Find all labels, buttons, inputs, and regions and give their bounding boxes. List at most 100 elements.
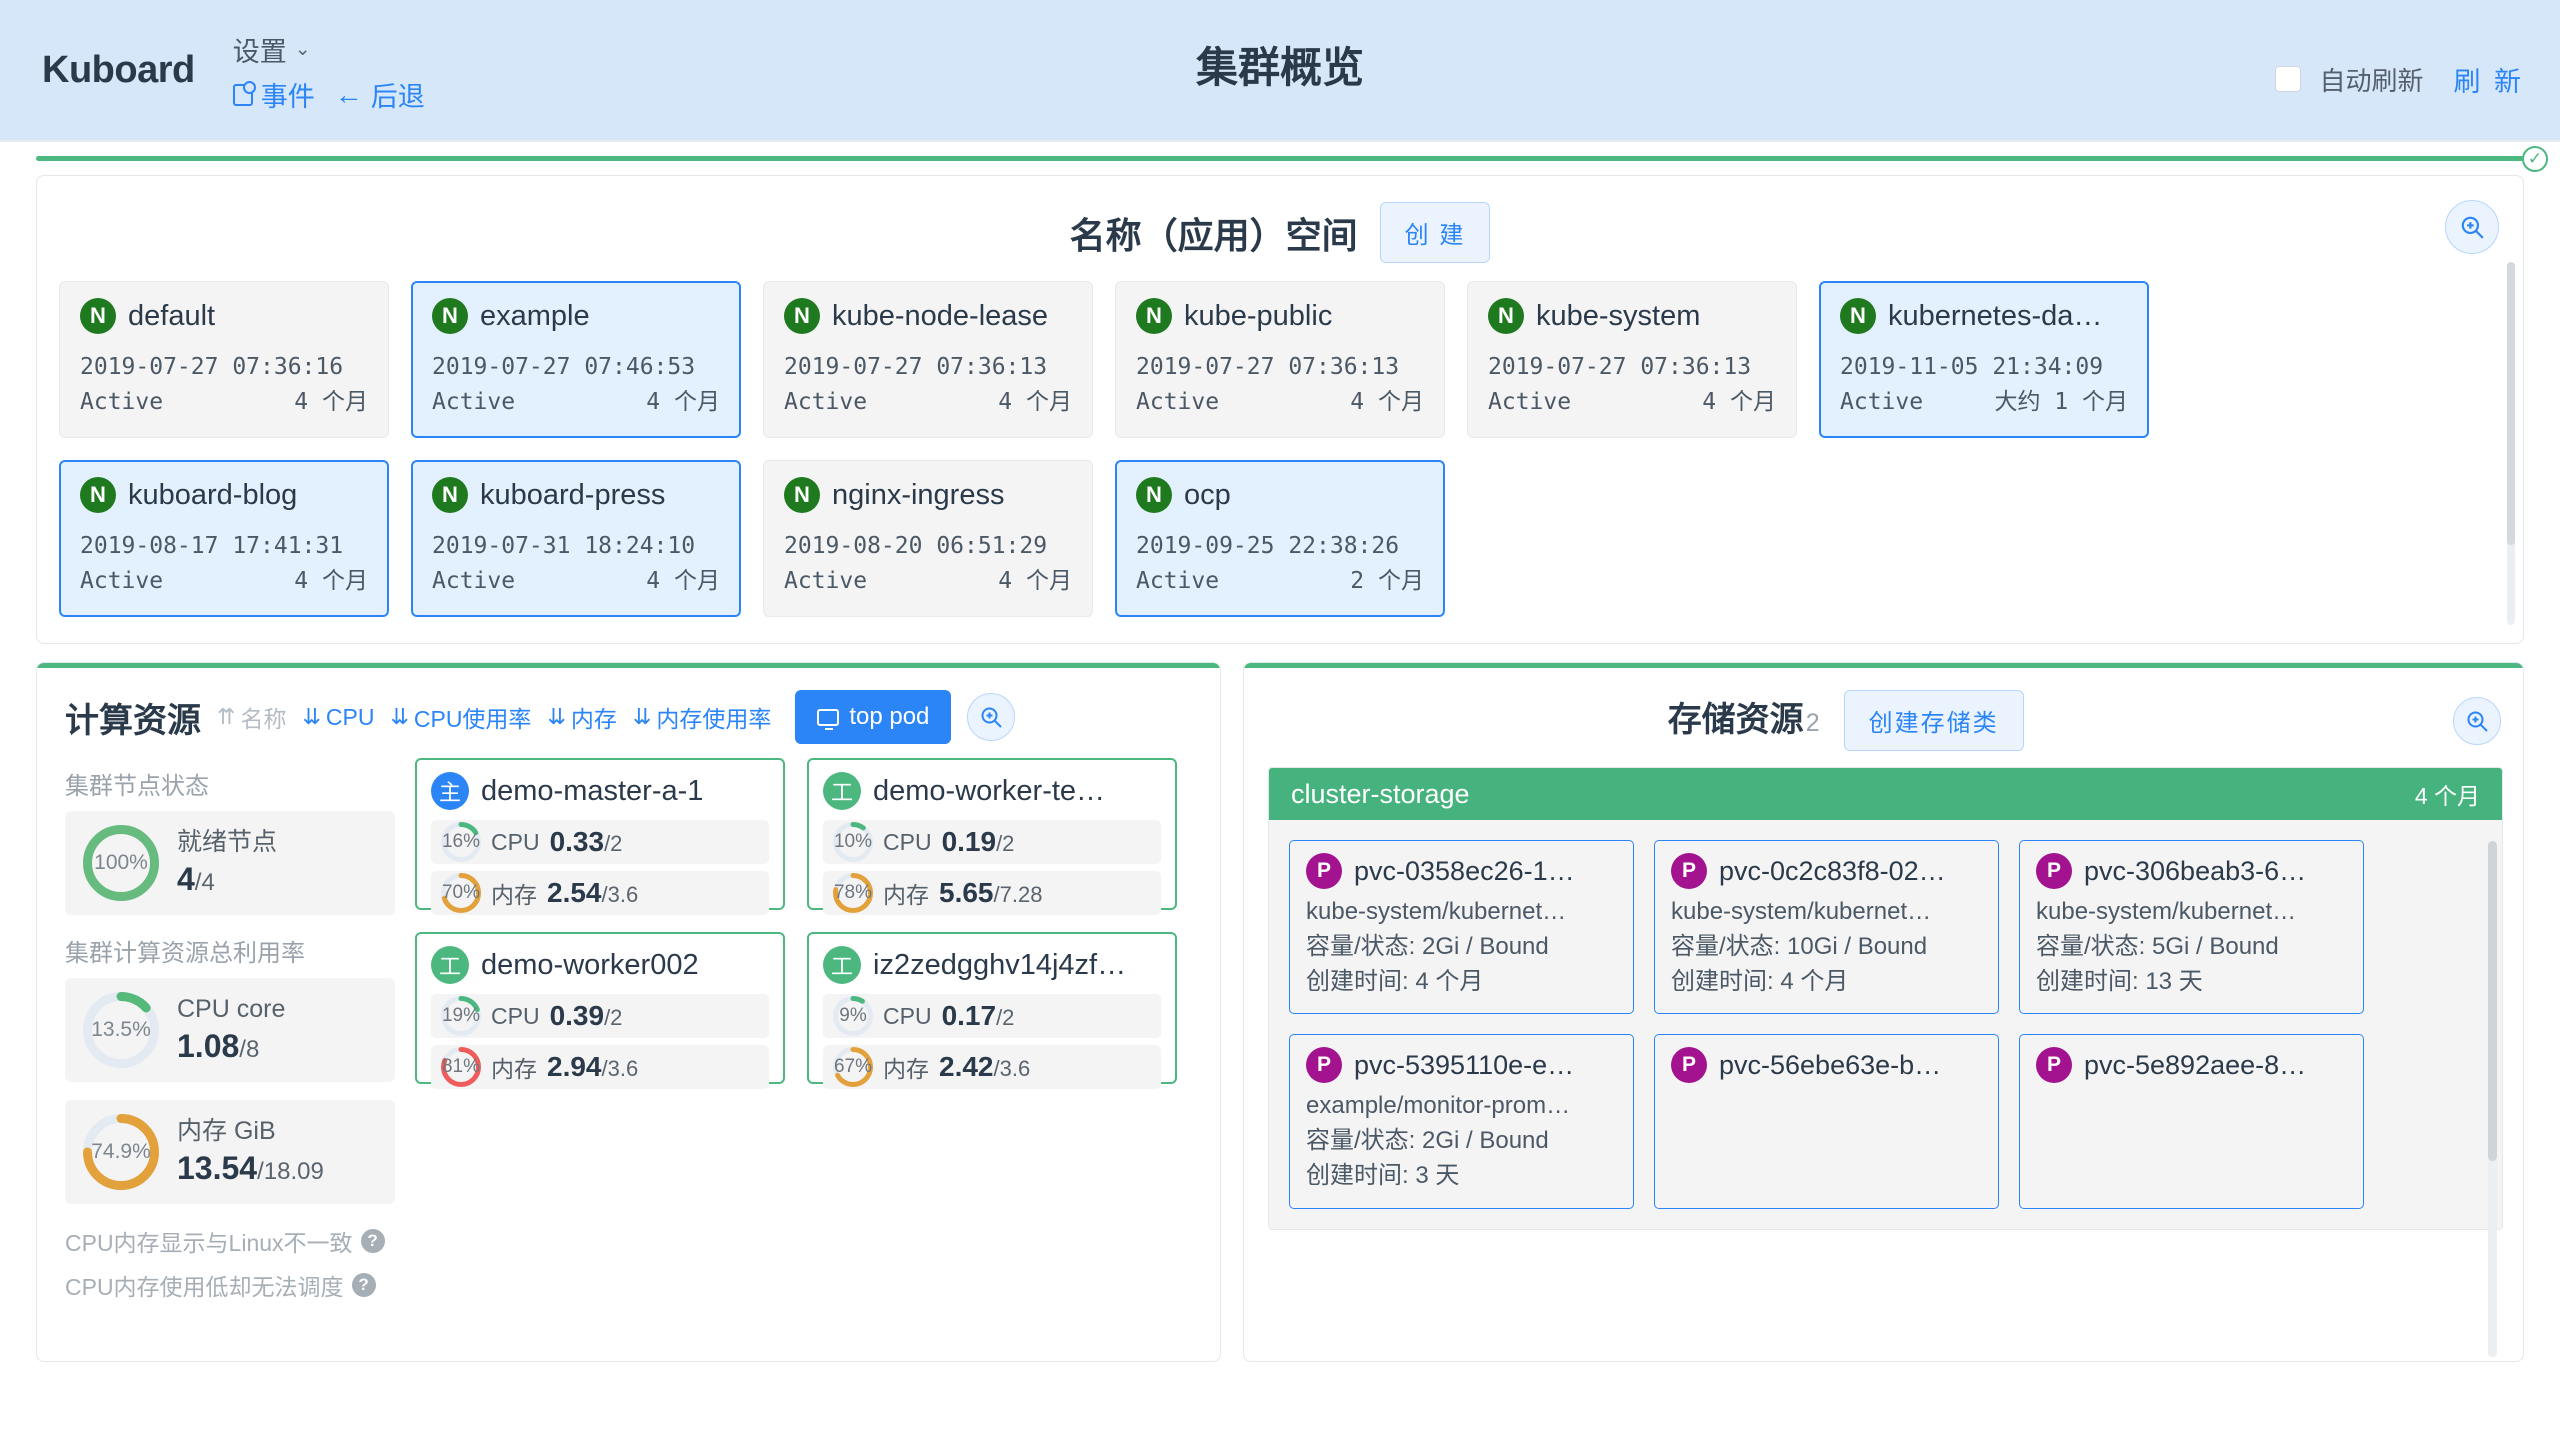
namespace-created: 2019-08-17 17:41:31 (80, 533, 344, 559)
storage-scrollbar[interactable] (2488, 841, 2497, 1357)
namespace-card[interactable]: N default 2019-07-27 07:36:16 Active 4 个… (59, 281, 389, 438)
namespace-card[interactable]: N nginx-ingress 2019-08-20 06:51:29 Acti… (763, 460, 1093, 617)
create-namespace-button[interactable]: 创 建 (1379, 202, 1491, 263)
storage-class-name: cluster-storage (1291, 778, 1470, 809)
storage-title: 存储资源 (1667, 701, 1804, 739)
storage-count: 2 (1805, 709, 1820, 737)
node-card[interactable]: 工 iz2zedgghv14j4zf… 9% CPU 0.17/2 67% 内存… (807, 932, 1177, 1089)
compute-zoom-button[interactable] (967, 693, 1016, 741)
pvc-card[interactable]: P pvc-0c2c83f8-02… kube-system/kubernet…… (1654, 840, 1999, 1015)
sort-label: CPU使用率 (413, 706, 532, 732)
help-icon[interactable]: ? (360, 1229, 385, 1253)
node-cpu-label: CPU (491, 1002, 540, 1029)
utilization-percent: 74.9% (91, 1140, 151, 1163)
sort-option[interactable]: ⇈ 名称 (217, 700, 286, 734)
pvc-badge-icon: P (2036, 853, 2072, 889)
sort-label: 内存 (570, 706, 617, 732)
node-cpu-value: 0.33/2 (549, 826, 623, 857)
events-link[interactable]: 事件 (232, 75, 315, 114)
node-memory-percent: 70% (441, 882, 481, 903)
namespace-scrollbar[interactable] (2507, 262, 2515, 625)
namespace-status: Active (1840, 388, 1924, 415)
namespace-created: 2019-07-27 07:46:53 (432, 354, 696, 380)
namespace-name: default (128, 299, 216, 332)
create-storage-class-button[interactable]: 创建存储类 (1843, 690, 2024, 751)
refresh-button[interactable]: 刷 新 (2453, 66, 2524, 97)
compute-note: CPU内存显示与Linux不一致 ? (65, 1224, 395, 1258)
sort-option[interactable]: ⇊ 内存 (547, 700, 616, 734)
node-memory-metric: 70% 内存 2.54/3.6 (431, 871, 769, 915)
node-cpu-value: 0.17/2 (941, 1000, 1015, 1031)
namespace-badge-icon: N (1136, 477, 1172, 513)
namespace-age: 4 个月 (1702, 388, 1776, 415)
namespace-card[interactable]: N kubernetes-da… 2019-11-05 21:34:09 Act… (1819, 281, 2149, 438)
namespace-card[interactable]: N kuboard-press 2019-07-31 18:24:10 Acti… (411, 460, 741, 617)
namespace-age: 4 个月 (998, 388, 1072, 415)
utilization-total: /18.09 (257, 1157, 324, 1185)
namespace-card[interactable]: N kuboard-blog 2019-08-17 17:41:31 Activ… (59, 460, 389, 617)
namespace-card[interactable]: N example 2019-07-27 07:46:53 Active 4 个… (411, 281, 741, 438)
namespace-card[interactable]: N kube-public 2019-07-27 07:36:13 Active… (1115, 281, 1445, 438)
compute-sort-options: ⇈ 名称 ⇊ CPU ⇊ CPU使用率 ⇊ 内存 ⇊ 内存使用率 (217, 700, 771, 734)
magnifier-plus-icon (2461, 216, 2484, 239)
namespace-age: 4 个月 (646, 388, 720, 415)
pvc-card[interactable]: P pvc-56ebe63e-b… (1654, 1034, 1999, 1209)
pvc-card[interactable]: P pvc-0358ec26-1… kube-system/kubernet… … (1289, 840, 1634, 1015)
node-card[interactable]: 工 demo-worker-te… 10% CPU 0.19/2 78% 内存 … (807, 758, 1177, 915)
pvc-claim: kube-system/kubernet… (2036, 898, 2297, 925)
namespace-name: example (480, 299, 590, 332)
namespace-card[interactable]: N ocp 2019-09-25 22:38:26 Active 2 个月 (1115, 460, 1445, 617)
namespace-card[interactable]: N kube-system 2019-07-27 07:36:13 Active… (1467, 281, 1797, 438)
ready-nodes-card: 100% 就绪节点 4/4 (65, 811, 395, 915)
utilization-gauge-card: 74.9% 内存 GiB 13.54/18.09 (65, 1100, 395, 1204)
storage-class-bar[interactable]: cluster-storage 4 个月 (1269, 768, 2502, 820)
auto-refresh-toggle[interactable]: 自动刷新 (2275, 61, 2423, 98)
chevron-down-icon: ⌄ (294, 39, 311, 60)
storage-class-scroll-area: cluster-storage 4 个月 P pvc-0358ec26-1… k… (1268, 767, 2503, 1361)
settings-menu[interactable]: 设置 ⌄ (233, 30, 425, 69)
node-cpu-total: /2 (996, 1005, 1015, 1030)
node-card[interactable]: 工 demo-worker002 19% CPU 0.39/2 81% 内存 2… (415, 932, 785, 1089)
namespace-zoom-button[interactable] (2445, 200, 2499, 254)
utilization-gauge: 74.9% (83, 1114, 159, 1190)
help-icon[interactable]: ? (351, 1273, 376, 1297)
namespace-badge-icon: N (784, 298, 820, 334)
node-cpu-percent: 9% (839, 1005, 867, 1026)
pvc-card[interactable]: P pvc-5395110e-e… example/monitor-prom… … (1289, 1034, 1634, 1209)
namespace-status: Active (1136, 388, 1220, 415)
sort-label: 名称 (240, 706, 287, 732)
ready-nodes-gauge: 100% (83, 825, 159, 901)
namespace-grid: N default 2019-07-27 07:36:16 Active 4 个… (59, 281, 2501, 617)
namespace-name: nginx-ingress (832, 478, 1005, 511)
back-link[interactable]: ← 后退 (335, 75, 425, 114)
sort-arrow-icon: ⇊ (632, 704, 652, 729)
utilization-label-text: CPU core (177, 995, 286, 1024)
sort-arrow-icon: ⇈ (217, 704, 236, 729)
node-memory-metric: 81% 内存 2.94/3.6 (431, 1045, 769, 1089)
namespace-card[interactable]: N kube-node-lease 2019-07-27 07:36:13 Ac… (763, 281, 1093, 438)
namespace-panel: 名称（应用）空间 创 建 N default 2019-07-27 07:36:… (36, 175, 2524, 644)
top-pod-button[interactable]: top pod (795, 690, 952, 744)
node-role-icon: 工 (823, 772, 861, 810)
node-card[interactable]: 主 demo-master-a-1 16% CPU 0.33/2 70% 内存 … (415, 758, 785, 915)
pvc-capacity: 容量/状态: 2Gi / Bound (1306, 1127, 1549, 1155)
namespace-status: Active (432, 567, 516, 594)
pvc-card[interactable]: P pvc-306beab3-6… kube-system/kubernet… … (2019, 840, 2364, 1015)
sort-option[interactable]: ⇊ CPU (302, 704, 374, 731)
sort-label: CPU (325, 703, 375, 730)
namespace-name: ocp (1184, 478, 1231, 511)
namespace-status: Active (80, 388, 164, 415)
pvc-card[interactable]: P pvc-5e892aee-8… (2019, 1034, 2364, 1209)
namespace-created: 2019-07-27 07:36:16 (80, 354, 344, 380)
node-memory-gauge: 70% (441, 873, 481, 913)
namespace-name: kube-node-lease (832, 299, 1049, 332)
node-memory-metric: 78% 内存 5.65/7.28 (823, 871, 1161, 915)
auto-refresh-label: 自动刷新 (2319, 65, 2424, 96)
sort-option[interactable]: ⇊ CPU使用率 (390, 700, 531, 734)
node-cpu-percent: 19% (441, 1005, 481, 1026)
auto-refresh-checkbox[interactable] (2275, 66, 2302, 92)
storage-zoom-button[interactable] (2452, 696, 2501, 745)
sort-option[interactable]: ⇊ 内存使用率 (633, 700, 771, 734)
namespace-status: Active (1488, 388, 1572, 415)
pvc-created: 创建时间: 3 天 (1306, 1161, 1460, 1189)
